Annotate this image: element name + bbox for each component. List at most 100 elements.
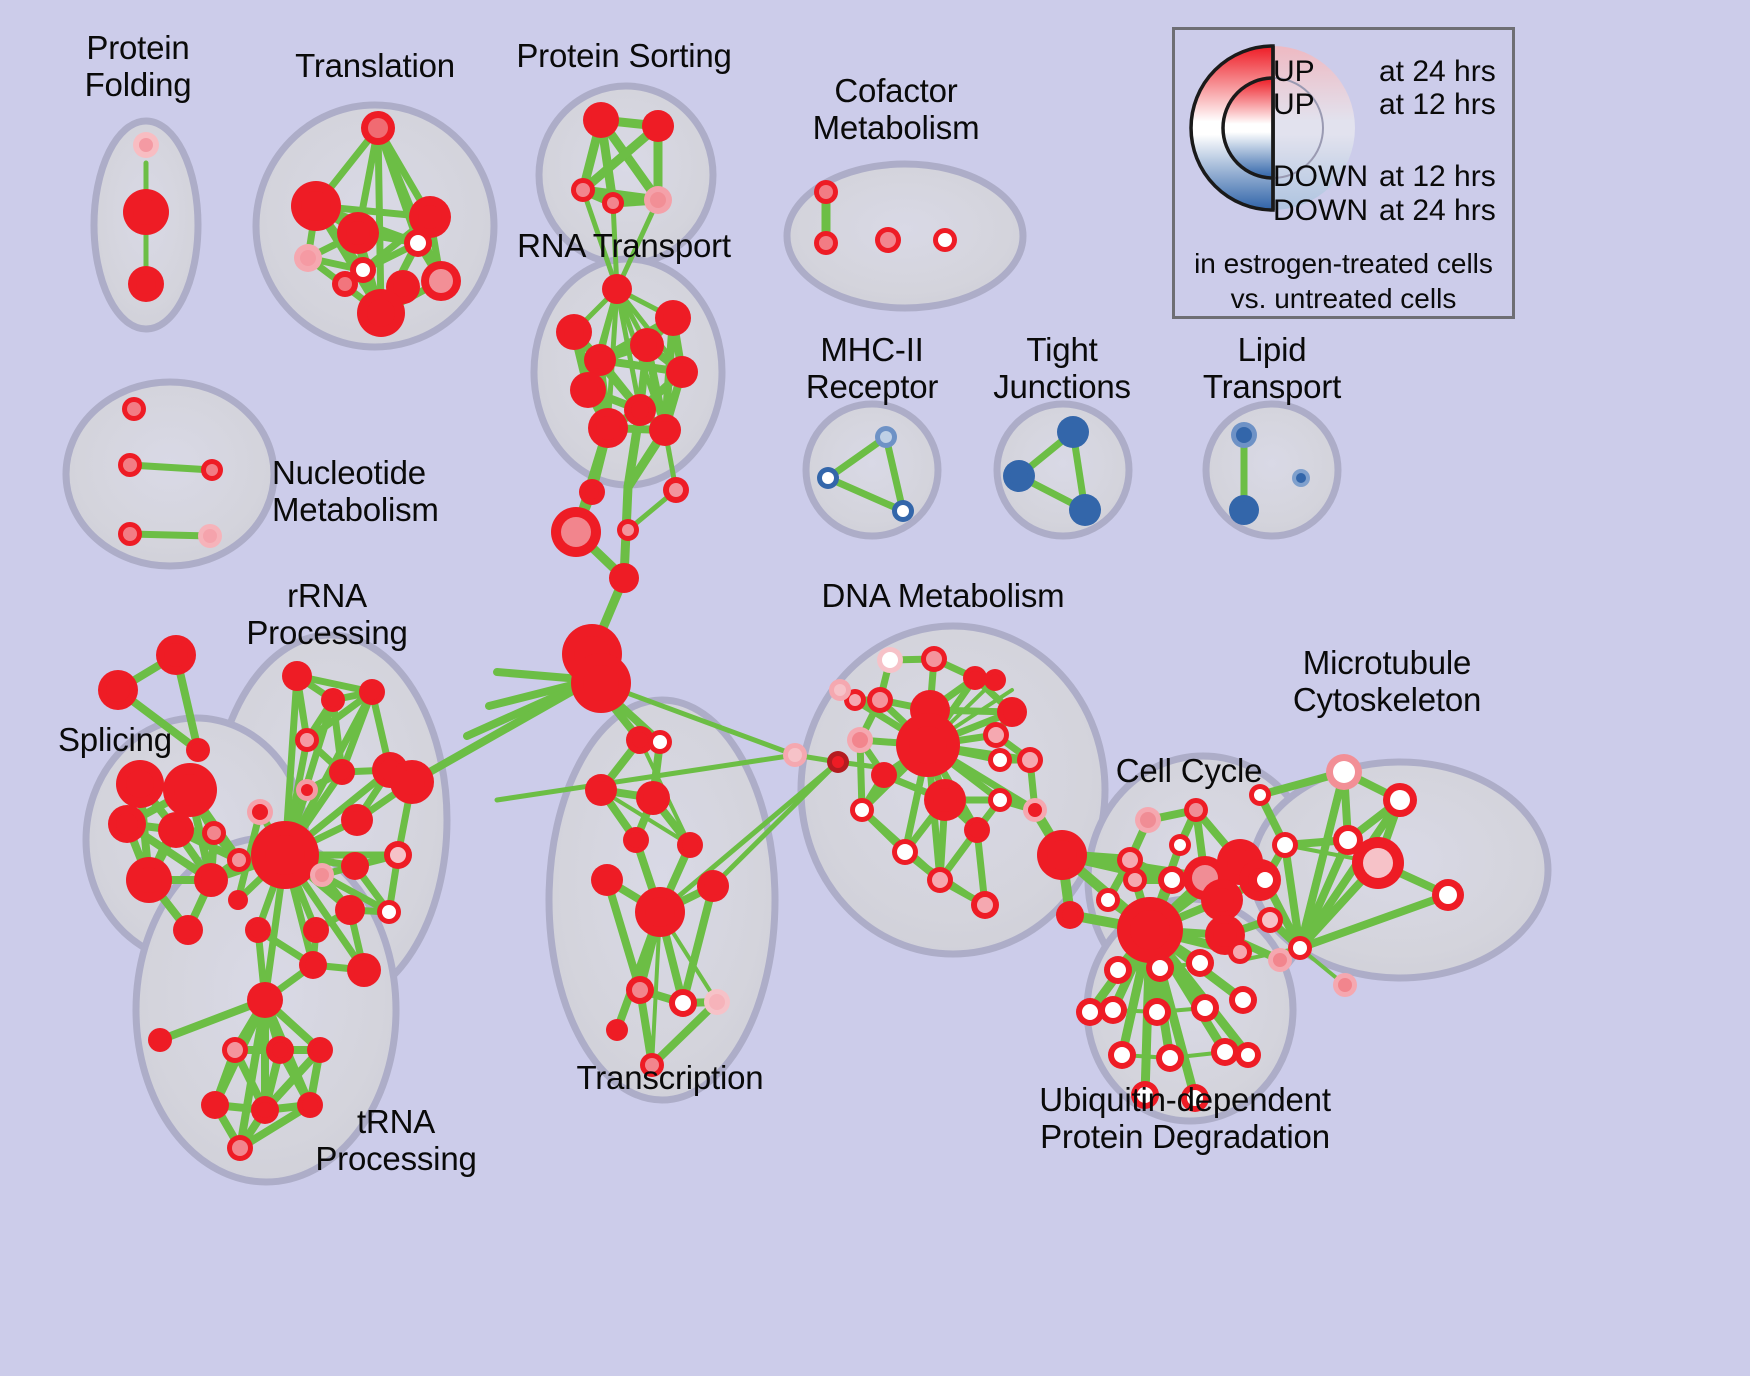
node: [409, 196, 451, 238]
node: [294, 244, 322, 272]
cluster-label-transcription: Transcription: [576, 1059, 764, 1096]
node: [1229, 495, 1259, 525]
cluster-label-translation: Translation: [295, 47, 455, 84]
node: [971, 891, 999, 919]
node: [282, 661, 312, 691]
node: [850, 798, 874, 822]
node: [1017, 747, 1043, 773]
node: [247, 982, 283, 1018]
node: [1288, 936, 1312, 960]
node: [624, 394, 656, 426]
node: [964, 817, 990, 843]
node: [122, 397, 146, 421]
node: [1231, 422, 1257, 448]
node: [156, 635, 196, 675]
node: [1069, 494, 1101, 526]
network-nodes: [98, 102, 1464, 1161]
node: [644, 186, 672, 214]
node: [892, 839, 918, 865]
node: [118, 522, 142, 546]
node: [875, 426, 897, 448]
node: [390, 760, 434, 804]
node: [988, 788, 1012, 812]
node: [1108, 1041, 1136, 1069]
node: [1272, 832, 1298, 858]
node: [669, 989, 697, 1017]
node: [630, 328, 664, 362]
node: [1096, 888, 1120, 912]
node: [335, 895, 365, 925]
node: [551, 507, 601, 557]
node: [963, 666, 987, 690]
node: [118, 453, 142, 477]
node: [584, 344, 616, 376]
node: [921, 646, 947, 672]
node: [307, 1037, 333, 1063]
node: [123, 189, 169, 235]
node: [227, 1135, 253, 1161]
node: [377, 900, 401, 924]
node: [173, 915, 203, 945]
node: [829, 679, 851, 701]
legend-time-0: at 24 hrs: [1379, 55, 1496, 88]
node: [1333, 825, 1363, 855]
node: [1326, 754, 1362, 790]
node: [116, 760, 164, 808]
node: [359, 679, 385, 705]
node: [609, 563, 639, 593]
node: [350, 257, 376, 283]
node: [1201, 879, 1243, 921]
node: [186, 738, 210, 762]
blob-cofactor: [783, 160, 1027, 312]
node: [1257, 907, 1283, 933]
node: [1352, 837, 1404, 889]
node: [1076, 998, 1104, 1026]
node: [997, 697, 1027, 727]
node: [251, 1096, 279, 1124]
node: [642, 110, 674, 142]
node: [655, 300, 691, 336]
cluster-label-nucleotide-metabolism: Nucleotide Metabolism: [272, 454, 439, 528]
node: [1023, 798, 1047, 822]
node: [201, 1091, 229, 1119]
node: [1252, 867, 1278, 893]
node: [697, 870, 729, 902]
node: [666, 356, 698, 388]
node: [649, 414, 681, 446]
node: [321, 688, 345, 712]
node: [571, 178, 595, 202]
node: [1235, 1042, 1261, 1068]
node: [202, 821, 226, 845]
node: [329, 759, 355, 785]
node: [984, 669, 1006, 691]
node: [299, 951, 327, 979]
node: [1184, 798, 1208, 822]
node: [606, 1019, 628, 1041]
node: [1057, 416, 1089, 448]
cluster-label-rrna-processing: rRNA Processing: [246, 577, 408, 651]
node: [1249, 784, 1271, 806]
node: [556, 314, 592, 350]
node: [295, 728, 319, 752]
node: [623, 827, 649, 853]
node: [1186, 949, 1214, 977]
node: [867, 687, 893, 713]
node: [1158, 866, 1186, 894]
node: [933, 228, 957, 252]
node: [1104, 956, 1132, 984]
node: [588, 408, 628, 448]
node: [341, 852, 369, 880]
cluster-label-microtubule-cytoskeleton: Microtubule Cytoskeleton: [1292, 644, 1482, 718]
legend-time-1: at 12 hrs: [1379, 88, 1496, 121]
blob-lipid-transport: [1202, 400, 1342, 540]
node: [163, 763, 217, 817]
legend-ring-diagram: [1189, 44, 1355, 212]
legend-state-0: UP: [1273, 55, 1315, 88]
node: [158, 812, 194, 848]
node: [245, 917, 271, 943]
node: [892, 500, 914, 522]
node: [222, 1037, 248, 1063]
node: [357, 289, 405, 337]
node: [296, 779, 318, 801]
